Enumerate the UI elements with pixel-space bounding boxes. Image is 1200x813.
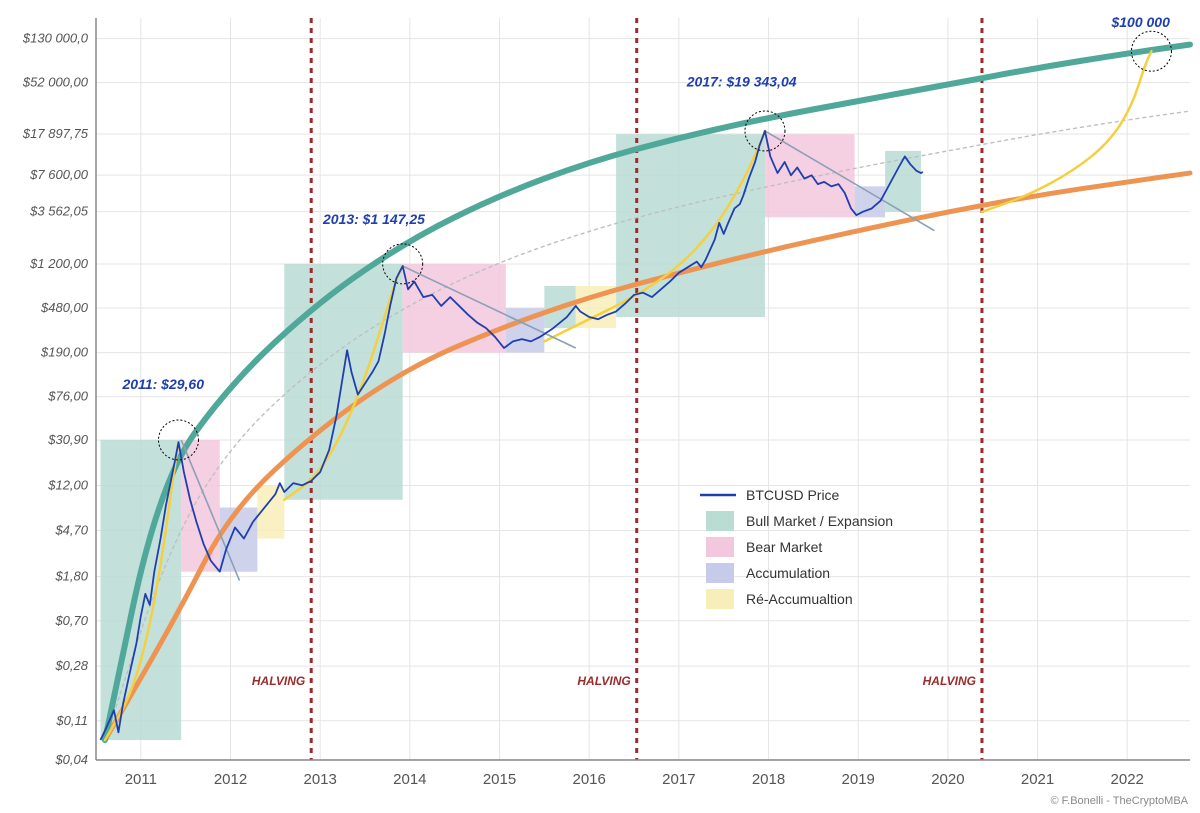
y-tick-label: $190,00 <box>40 345 89 360</box>
x-tick-label: 2019 <box>842 771 875 788</box>
y-tick-label: $130 000,0 <box>22 31 89 46</box>
y-tick-label: $17 897,75 <box>22 126 89 141</box>
legend-label: Accumulation <box>746 565 830 581</box>
y-tick-label: $480,00 <box>40 300 89 315</box>
y-tick-label: $3 562,05 <box>29 204 89 219</box>
x-tick-label: 2011 <box>125 771 157 788</box>
legend-label: Bull Market / Expansion <box>746 513 893 529</box>
zone-bull <box>616 134 765 317</box>
legend-label: Ré-Accumualtion <box>746 591 853 607</box>
y-tick-label: $30,90 <box>47 432 89 447</box>
y-tick-label: $76,00 <box>47 389 89 404</box>
x-tick-label: 2012 <box>214 771 247 788</box>
legend-label: Bear Market <box>746 539 822 555</box>
x-tick-label: 2013 <box>303 771 336 788</box>
x-tick-label: 2018 <box>752 771 785 788</box>
x-tick-label: 2020 <box>931 771 964 788</box>
y-tick-label: $7 600,00 <box>29 167 89 182</box>
legend-swatch-rect <box>706 511 734 531</box>
x-tick-label: 2014 <box>393 771 426 788</box>
y-tick-label: $4,70 <box>54 523 88 538</box>
legend-label: BTCUSD Price <box>746 487 840 503</box>
legend-swatch-rect <box>706 589 734 609</box>
halving-label: HALVING <box>577 674 630 688</box>
x-tick-label: 2015 <box>483 771 516 788</box>
halving-label: HALVING <box>252 674 305 688</box>
y-tick-label: $1 200,00 <box>29 256 89 271</box>
y-tick-label: $0,11 <box>55 713 88 728</box>
legend-swatch-rect <box>706 537 734 557</box>
credit-text: © F.Bonelli - TheCryptoMBA <box>1050 795 1188 807</box>
btc-cycles-chart: HALVING HALVING HALVING 2011: $29,60 2013: $… <box>0 0 1200 813</box>
y-tick-label: $1,80 <box>54 569 88 584</box>
zone-bear <box>181 440 220 572</box>
halving-label: HALVING <box>923 674 976 688</box>
y-tick-label: $52 000,00 <box>22 75 89 90</box>
x-tick-label: 2022 <box>1111 771 1144 788</box>
x-tick-label: 2016 <box>573 771 606 788</box>
y-tick-label: $0,28 <box>54 658 88 673</box>
y-tick-label: $0,70 <box>54 613 88 628</box>
peak-label: $100 000 <box>1110 14 1170 30</box>
x-tick-label: 2017 <box>662 771 695 788</box>
peak-label: 2013: $1 147,25 <box>322 211 425 227</box>
peak-label: 2011: $29,60 <box>122 376 205 392</box>
y-tick-label: $12,00 <box>47 477 89 492</box>
legend-swatch-rect <box>706 563 734 583</box>
peak-label: 2017: $19 343,04 <box>686 74 797 90</box>
zone-accum <box>220 507 258 571</box>
x-tick-label: 2021 <box>1021 771 1054 788</box>
y-tick-label: $0,04 <box>54 752 88 767</box>
